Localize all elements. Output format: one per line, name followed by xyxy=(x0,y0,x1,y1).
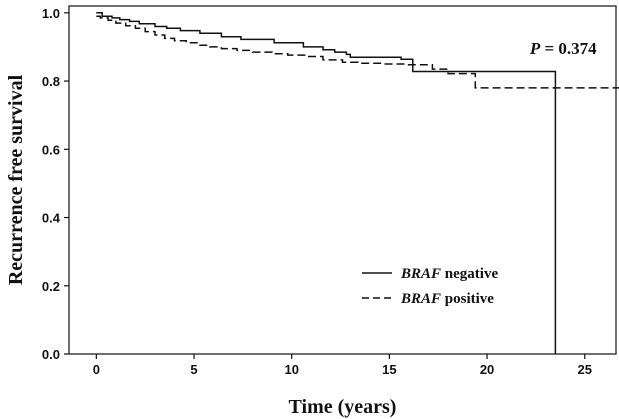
y-tick-label: 0.2 xyxy=(42,279,60,294)
y-axis-title: Recurrence free survival xyxy=(5,74,27,285)
x-tick-label: 15 xyxy=(382,362,396,377)
y-axis: 0.0 0.2 0.4 0.6 0.8 1.0 xyxy=(42,6,69,362)
x-axis-title: Time (years) xyxy=(289,396,397,418)
p-value-text: = 0.374 xyxy=(540,39,597,58)
plot-frame xyxy=(68,5,617,355)
series-line-negative xyxy=(96,12,557,354)
x-axis: 0 5 10 15 20 25 xyxy=(93,354,592,377)
legend-status: positive xyxy=(441,291,494,307)
x-tick-label: 20 xyxy=(480,362,494,377)
p-value-annotation: P = 0.374 xyxy=(529,39,597,58)
x-tick-label: 25 xyxy=(578,362,592,377)
legend-gene-name: BRAF xyxy=(400,266,441,282)
legend-label-negative: BRAF negative xyxy=(400,266,498,282)
legend: BRAF negative BRAF positive xyxy=(362,266,498,307)
y-tick-label: 0.4 xyxy=(42,211,61,226)
y-tick-label: 0.6 xyxy=(42,142,60,157)
x-tick-label: 5 xyxy=(190,362,197,377)
x-tick-label: 0 xyxy=(93,362,100,377)
plot-area xyxy=(68,5,617,355)
series-line-positive xyxy=(96,15,619,89)
series-layer xyxy=(96,12,619,354)
legend-gene-name: BRAF xyxy=(400,291,441,307)
x-tick-label: 10 xyxy=(284,362,298,377)
y-tick-label: 1.0 xyxy=(42,6,60,21)
y-tick-label: 0.8 xyxy=(42,74,60,89)
y-tick-label: 0.0 xyxy=(42,347,60,362)
p-value-symbol: P xyxy=(529,39,541,58)
legend-status: negative xyxy=(441,266,498,282)
legend-label-positive: BRAF positive xyxy=(400,291,494,307)
